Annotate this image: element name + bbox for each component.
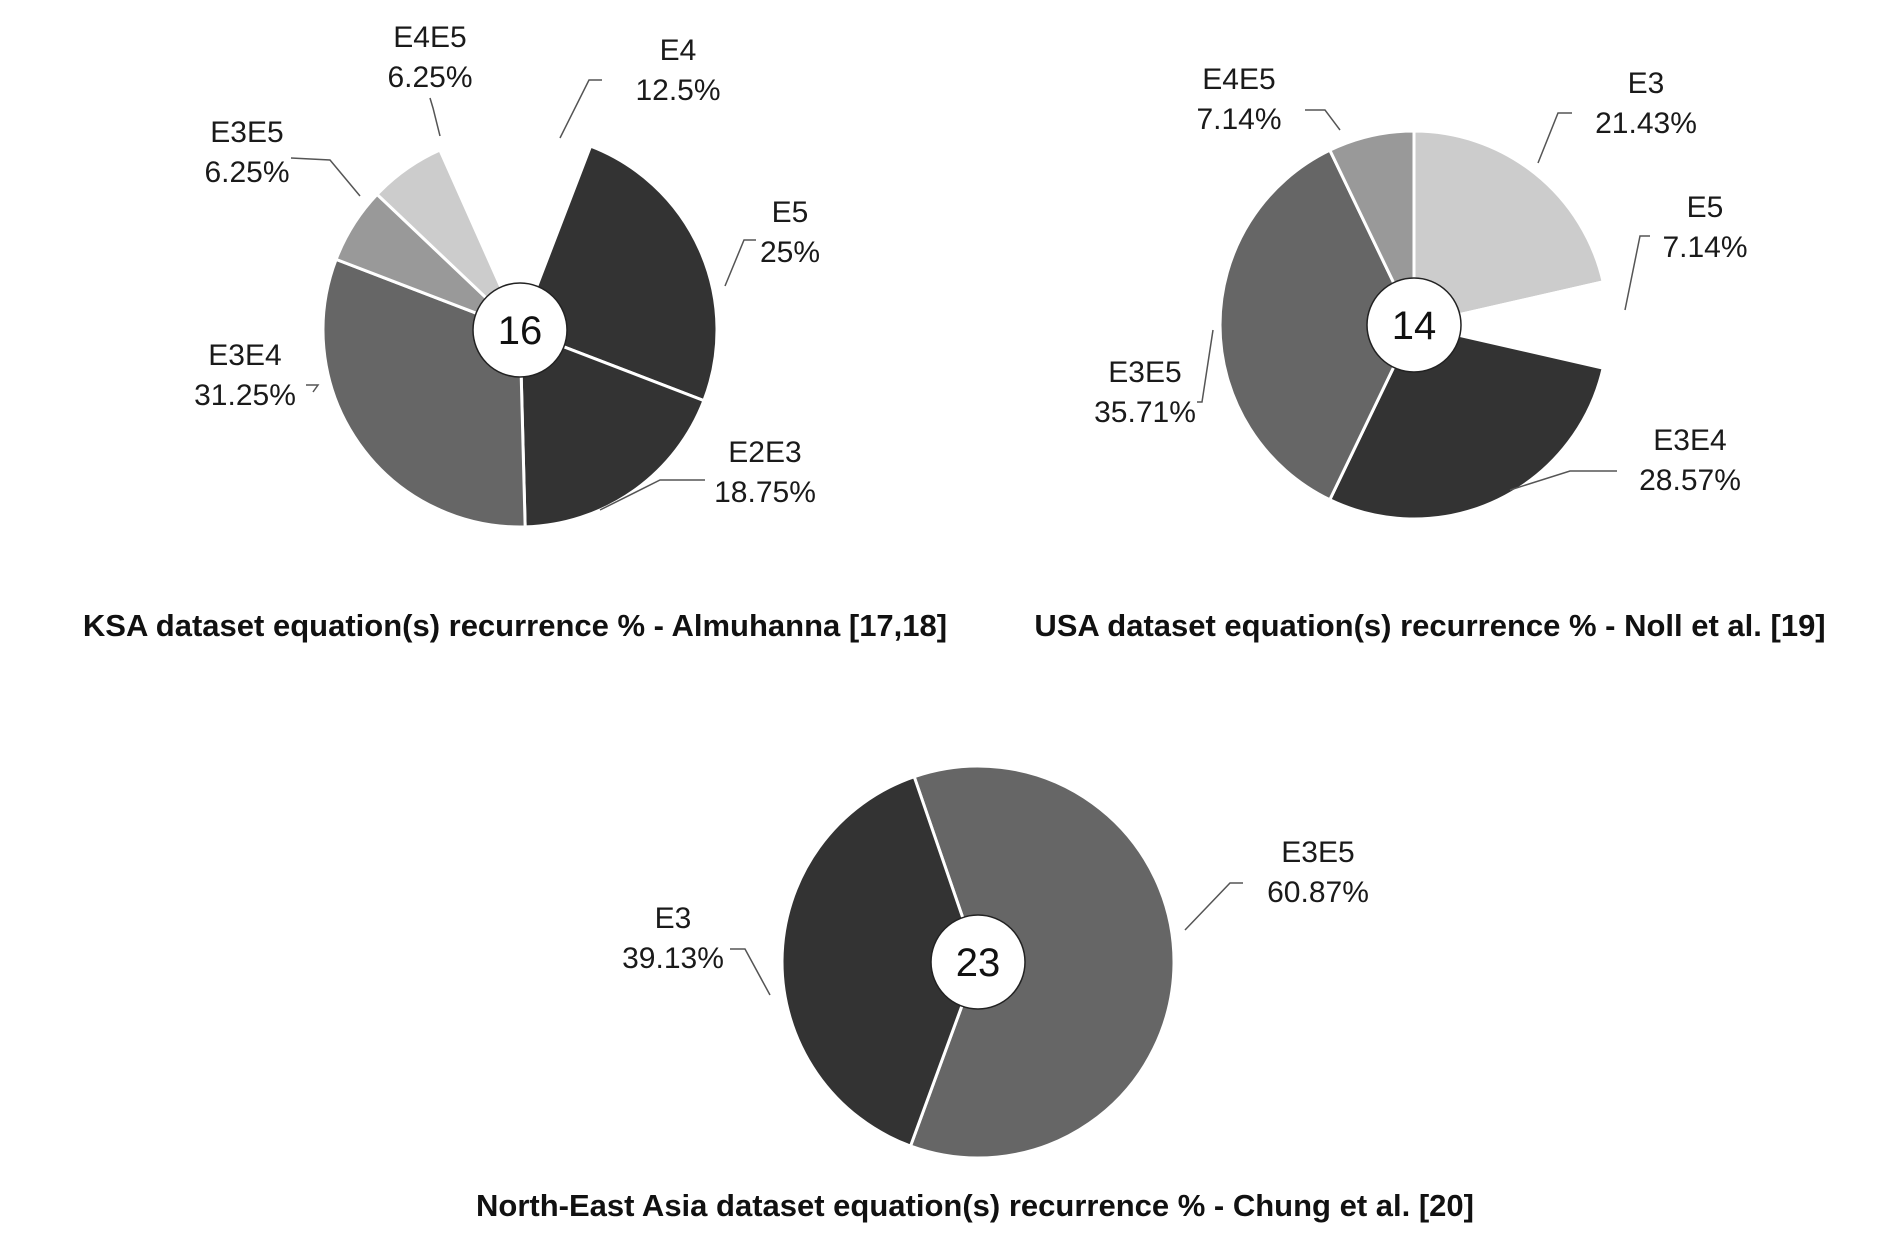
pie-slice-e4e5 <box>375 148 522 332</box>
center-count: 14 <box>1392 304 1437 348</box>
slice-value-e3e5: 6.25% <box>204 156 289 189</box>
slice-label-e3e5: E3E5 <box>210 116 283 149</box>
center-count: 23 <box>956 941 1001 985</box>
pie-slice-e5 <box>518 144 719 403</box>
ksa-chart-title: KSA dataset equation(s) recurrence % - A… <box>82 608 948 643</box>
pie-slice-e3e4 <box>1328 323 1605 521</box>
slice-label-e5: E5 <box>1687 191 1724 224</box>
leader-line-e3e4 <box>306 384 320 393</box>
slice-value-e5: 25% <box>760 236 820 269</box>
north-east-asia-pie-chart: E3E5 60.87% E3 39.13% 23 <box>622 764 1369 1160</box>
slice-label-e3e4: E3E4 <box>208 339 281 372</box>
pie-slice-e3e5 <box>909 764 1176 1160</box>
slice-label-e3e5: E3E5 <box>1108 356 1181 389</box>
usa-pie-chart: E3 21.43% E5 7.14% E3E4 28.57% E3E5 35.71% E4E5 7… <box>1094 63 1748 521</box>
slice-label-e3: E3 <box>655 902 692 935</box>
slice-label-e5: E5 <box>772 196 809 229</box>
leader-line-e3 <box>730 948 771 996</box>
slice-label-e3: E3 <box>1628 67 1665 100</box>
pie-slice-e3e5 <box>1218 148 1416 502</box>
leader-line-e3 <box>1537 112 1572 164</box>
leader-line-e3e4 <box>1509 470 1617 491</box>
leader-line-e5 <box>724 239 756 287</box>
slice-value-e4e5: 6.25% <box>387 61 472 94</box>
pie-slice-e4 <box>438 131 593 332</box>
center-circle <box>472 282 568 378</box>
leader-line-e3e5 <box>290 157 361 197</box>
ksa-pie-chart: E4 12.5% E5 25% E2E3 18.75% E3E4 31.25% E3E5 6.25… <box>194 21 820 529</box>
leader-line-e2e3 <box>599 479 705 511</box>
leader-line-e5 <box>1624 235 1650 311</box>
north-east-asia-chart-title: North-East Asia dataset equation(s) recu… <box>476 1188 1474 1223</box>
slice-value-e5: 7.14% <box>1662 231 1747 264</box>
slice-value-e2e3: 18.75% <box>714 476 816 509</box>
slice-value-e3e4: 31.25% <box>194 379 296 412</box>
center-circle <box>1366 277 1462 373</box>
pie-slice-e3 <box>780 775 980 1148</box>
leader-line-e4e5 <box>1305 109 1341 131</box>
slice-label-e3e5: E3E5 <box>1281 836 1354 869</box>
pie-slice-e3 <box>1412 129 1605 327</box>
slice-label-e4: E4 <box>660 34 697 67</box>
leader-line-e3e5 <box>1184 882 1243 931</box>
slice-label-e4e5: E4E5 <box>1202 63 1275 96</box>
usa-chart-title: USA dataset equation(s) recurrence % - N… <box>1034 608 1826 643</box>
slice-label-e2e3: E2E3 <box>728 436 801 469</box>
leader-line-e4e5 <box>429 97 441 137</box>
leader-line-e3e5 <box>1197 329 1214 403</box>
slice-value-e4: 12.5% <box>635 74 720 107</box>
slice-value-e3: 21.43% <box>1595 107 1697 140</box>
slice-value-e3: 39.13% <box>622 942 724 975</box>
slice-value-e3e5: 35.71% <box>1094 396 1196 429</box>
slice-label-e4e5: E4E5 <box>393 21 466 54</box>
slice-value-e4e5: 7.14% <box>1196 103 1281 136</box>
center-count: 16 <box>498 309 543 353</box>
slice-value-e3e4: 28.57% <box>1639 464 1741 497</box>
pie-slice-e4e5 <box>1328 129 1416 327</box>
leader-line-e4 <box>559 79 602 139</box>
pie-slice-e2e3 <box>518 328 706 529</box>
center-circle <box>930 914 1026 1010</box>
slice-value-e3e5: 60.87% <box>1267 876 1369 909</box>
slice-label-e3e4: E3E4 <box>1653 424 1726 457</box>
